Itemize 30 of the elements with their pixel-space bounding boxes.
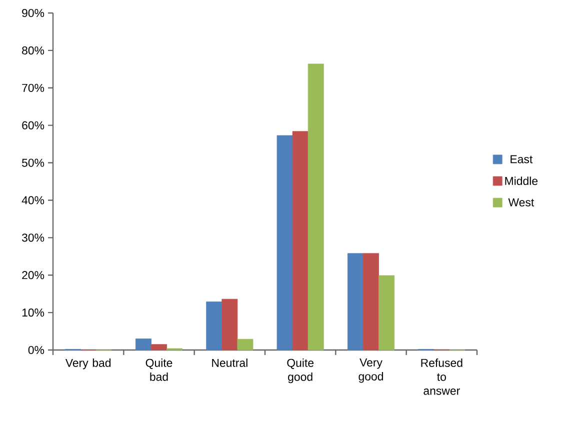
bar — [347, 253, 364, 350]
y-tick-label: 70% — [22, 84, 44, 92]
y-tick-label: 0% — [28, 346, 44, 354]
bar — [363, 253, 379, 350]
y-tick-label: 10% — [22, 308, 44, 317]
y-tick-label: 80% — [22, 46, 44, 54]
y-tick-label: 30% — [22, 234, 44, 242]
legend-label: East — [510, 155, 533, 164]
x-tick-label: Neutral — [212, 358, 248, 367]
y-tick-label: 40% — [22, 196, 44, 204]
bar — [151, 344, 167, 350]
legend-label: West — [508, 198, 534, 206]
y-tick-label: 60% — [22, 121, 44, 130]
x-tick-label: Very bad — [65, 358, 111, 370]
x-tick-label: Very good — [358, 358, 383, 383]
bar — [308, 64, 324, 350]
x-tick-label: Refused to answer — [421, 358, 462, 395]
y-tick-label: 50% — [22, 158, 44, 167]
x-tick-label: Quite bad — [146, 358, 172, 381]
bar — [292, 131, 308, 350]
y-tick-label: 20% — [22, 271, 44, 280]
bar — [206, 301, 222, 350]
bar — [276, 135, 293, 350]
bar — [222, 298, 238, 350]
x-tick-label: Quite good — [287, 358, 314, 384]
y-tick-label: 90% — [22, 8, 44, 18]
bar — [378, 275, 395, 350]
bar — [135, 338, 152, 350]
bar — [237, 338, 254, 350]
legend-label: Middle — [505, 176, 538, 186]
